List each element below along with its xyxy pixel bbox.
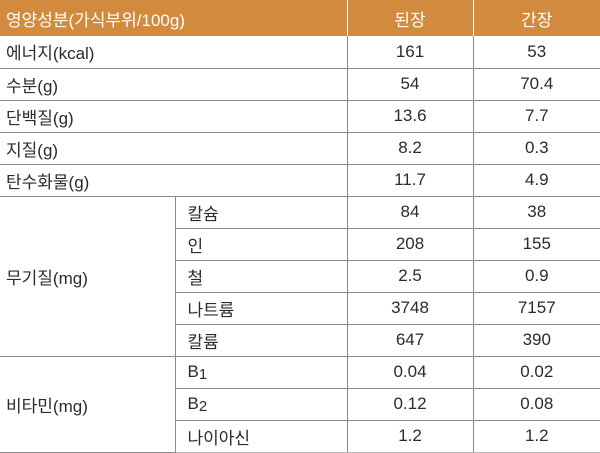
ganjang-value: 0.9 (473, 260, 600, 293)
table-row: 철 2.5 0.9 (0, 260, 600, 293)
row-label: 에너지(kcal) (0, 36, 348, 69)
header-doenjang: 된장 (347, 0, 474, 36)
ganjang-value: 390 (473, 324, 600, 357)
mineral-label: 철 (175, 260, 348, 293)
vitamin-name: 나이아신 (187, 428, 251, 448)
doenjang-value: 2.5 (347, 260, 474, 293)
ganjang-value: 7157 (473, 292, 600, 325)
doenjang-value: 3748 (347, 292, 474, 325)
mineral-label: 인 (175, 228, 348, 261)
table-row: 인 208 155 (0, 228, 600, 261)
ganjang-value: 4.9 (473, 164, 600, 197)
row-label: 지질(g) (0, 132, 348, 165)
ganjang-value: 155 (473, 228, 600, 261)
doenjang-value: 1.2 (347, 420, 474, 453)
table-row: 칼륨 647 390 (0, 324, 600, 357)
doenjang-value: 647 (347, 324, 474, 357)
minerals-group-label: 무기질(mg) (0, 196, 176, 357)
table-row: 에너지(kcal) 161 53 (0, 36, 600, 69)
vitamin-name: B (187, 362, 199, 381)
ganjang-value: 0.3 (473, 132, 600, 165)
table-row: B2 0.12 0.08 (0, 388, 600, 421)
doenjang-value: 0.12 (347, 388, 474, 421)
ganjang-value: 0.02 (473, 356, 600, 389)
vitamins-group-label: 비타민(mg) (0, 356, 176, 453)
mineral-label: 나트륨 (175, 292, 348, 325)
vitamin-label: 나이아신 (175, 420, 348, 453)
header-nutrient-label: 영양성분(가식부위/100g) (0, 0, 348, 36)
vitamin-subscript: 1 (198, 366, 208, 383)
doenjang-value: 208 (347, 228, 474, 261)
row-label: 수분(g) (0, 68, 348, 101)
table-row: 단백질(g) 13.6 7.7 (0, 100, 600, 133)
doenjang-value: 13.6 (347, 100, 474, 133)
ganjang-value: 53 (473, 36, 600, 69)
table-row: 탄수화물(g) 11.7 4.9 (0, 164, 600, 197)
table-row: 나이아신 1.2 1.2 (0, 420, 600, 453)
vitamin-label: B2 (175, 388, 348, 421)
table-row: 무기질(mg) 칼슘 84 38 (0, 196, 600, 357)
row-label: 단백질(g) (0, 100, 348, 133)
header-ganjang: 간장 (473, 0, 600, 36)
doenjang-value: 54 (347, 68, 474, 101)
table-row: 수분(g) 54 70.4 (0, 68, 600, 101)
header-row: 영양성분(가식부위/100g) 된장 간장 (0, 0, 600, 36)
doenjang-value: 11.7 (347, 164, 474, 197)
vitamin-subscript: 2 (198, 398, 208, 415)
table-row: 나트륨 3748 7157 (0, 292, 600, 325)
doenjang-value: 0.04 (347, 356, 474, 389)
doenjang-value: 84 (347, 196, 474, 229)
ganjang-value: 70.4 (473, 68, 600, 101)
ganjang-value: 7.7 (473, 100, 600, 133)
doenjang-value: 8.2 (347, 132, 474, 165)
vitamin-label: B1 (175, 356, 348, 389)
mineral-label: 칼슘 (175, 196, 348, 229)
table-row: 지질(g) 8.2 0.3 (0, 132, 600, 165)
table-row: 비타민(mg) B1 0.04 0.02 (0, 356, 600, 453)
ganjang-value: 38 (473, 196, 600, 229)
vitamin-name: B (187, 394, 199, 413)
ganjang-value: 0.08 (473, 388, 600, 421)
doenjang-value: 161 (347, 36, 474, 69)
ganjang-value: 1.2 (473, 420, 600, 453)
mineral-label: 칼륨 (175, 324, 348, 357)
row-label: 탄수화물(g) (0, 164, 348, 197)
